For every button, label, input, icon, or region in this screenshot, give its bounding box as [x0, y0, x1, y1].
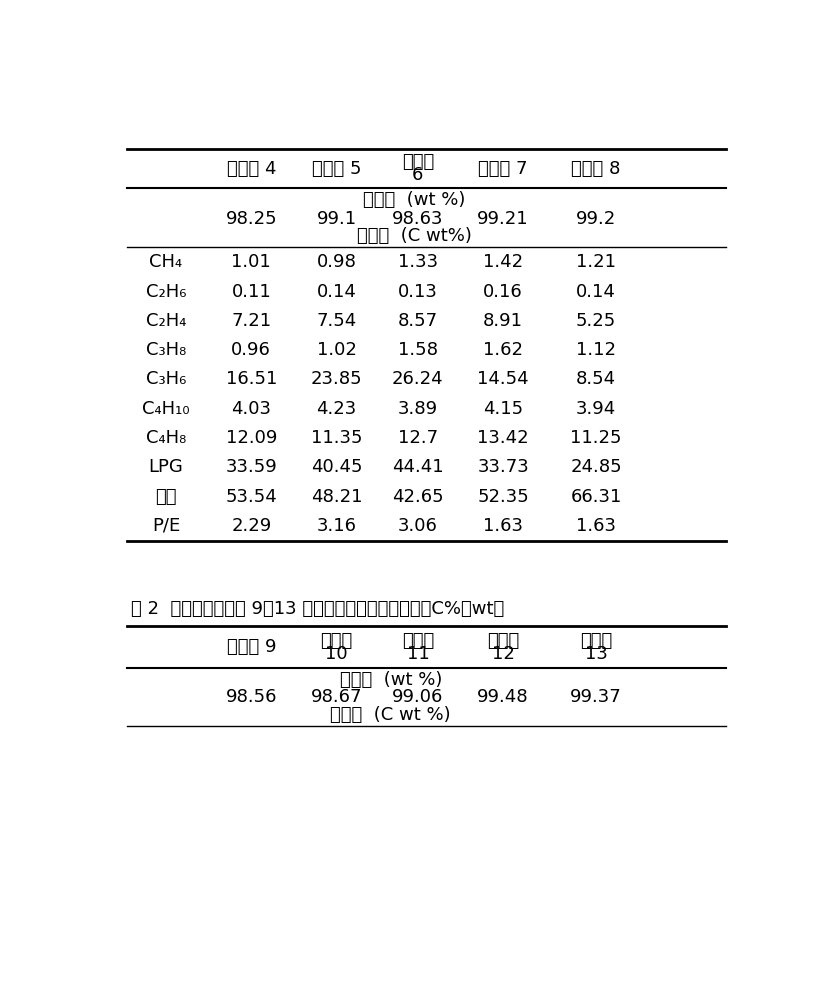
Text: 44.41: 44.41: [392, 458, 443, 476]
Text: C₄H₁₀: C₄H₁₀: [142, 400, 190, 418]
Text: 99.48: 99.48: [478, 688, 529, 706]
Text: C₂H₄: C₂H₄: [146, 312, 186, 330]
Text: 99.21: 99.21: [478, 210, 529, 228]
Text: 99.37: 99.37: [570, 688, 622, 706]
Text: 1.42: 1.42: [483, 253, 523, 271]
Text: 33.73: 33.73: [478, 458, 529, 476]
Text: 48.21: 48.21: [310, 488, 362, 506]
Text: 1.02: 1.02: [316, 341, 356, 359]
Text: 12: 12: [492, 645, 514, 663]
Text: 24.85: 24.85: [570, 458, 622, 476]
Text: 实施例 4: 实施例 4: [226, 160, 276, 178]
Text: 12.09: 12.09: [225, 429, 277, 447]
Text: 7.21: 7.21: [231, 312, 271, 330]
Text: 汽油: 汽油: [156, 488, 176, 506]
Text: 4.15: 4.15: [483, 400, 523, 418]
Text: 5.25: 5.25: [576, 312, 617, 330]
Text: 实施例 7: 实施例 7: [478, 160, 527, 178]
Text: 10: 10: [325, 645, 348, 663]
Text: 0.13: 0.13: [398, 283, 438, 301]
Text: 98.25: 98.25: [225, 210, 277, 228]
Text: 99.1: 99.1: [316, 210, 357, 228]
Text: 13.42: 13.42: [478, 429, 529, 447]
Text: 40.45: 40.45: [310, 458, 362, 476]
Text: 66.31: 66.31: [571, 488, 622, 506]
Text: 1.62: 1.62: [483, 341, 523, 359]
Text: 8.57: 8.57: [398, 312, 438, 330]
Text: C₃H₆: C₃H₆: [146, 370, 186, 388]
Text: C₂H₆: C₂H₆: [146, 283, 186, 301]
Text: 实施例: 实施例: [402, 632, 434, 650]
Text: 16.51: 16.51: [225, 370, 277, 388]
Text: 1.12: 1.12: [576, 341, 617, 359]
Text: C₃H₈: C₃H₈: [146, 341, 186, 359]
Text: 1.58: 1.58: [398, 341, 438, 359]
Text: 选择性  (C wt %): 选择性 (C wt %): [330, 706, 451, 724]
Text: 实施例: 实施例: [580, 632, 612, 650]
Text: 1.33: 1.33: [398, 253, 438, 271]
Text: 1.63: 1.63: [483, 517, 523, 535]
Text: 3.06: 3.06: [398, 517, 438, 535]
Text: 53.54: 53.54: [225, 488, 277, 506]
Text: 实施例: 实施例: [320, 632, 353, 650]
Text: 0.14: 0.14: [577, 283, 616, 301]
Text: 33.59: 33.59: [225, 458, 277, 476]
Text: 6: 6: [412, 166, 423, 184]
Text: 12.7: 12.7: [398, 429, 438, 447]
Text: 11.35: 11.35: [310, 429, 362, 447]
Text: 26.24: 26.24: [392, 370, 443, 388]
Text: P/E: P/E: [152, 517, 180, 535]
Text: C₄H₈: C₄H₈: [146, 429, 186, 447]
Text: 1.21: 1.21: [576, 253, 617, 271]
Text: 1.63: 1.63: [576, 517, 617, 535]
Text: 0.16: 0.16: [483, 283, 523, 301]
Text: 98.67: 98.67: [310, 688, 362, 706]
Text: 3.94: 3.94: [576, 400, 617, 418]
Text: 实施例 5: 实施例 5: [312, 160, 361, 178]
Text: 11.25: 11.25: [571, 429, 622, 447]
Text: LPG: LPG: [149, 458, 183, 476]
Text: 99.06: 99.06: [392, 688, 443, 706]
Text: 13: 13: [585, 645, 607, 663]
Text: 52.35: 52.35: [478, 488, 529, 506]
Text: 转化率  (wt %): 转化率 (wt %): [363, 191, 465, 209]
Text: 0.14: 0.14: [316, 283, 356, 301]
Text: 3.89: 3.89: [398, 400, 438, 418]
Text: 23.85: 23.85: [310, 370, 362, 388]
Text: 4.23: 4.23: [316, 400, 357, 418]
Text: 98.63: 98.63: [392, 210, 443, 228]
Text: 0.11: 0.11: [231, 283, 271, 301]
Text: 98.56: 98.56: [225, 688, 277, 706]
Text: 2.29: 2.29: [231, 517, 271, 535]
Text: 实施例: 实施例: [487, 632, 519, 650]
Text: 表 2  纯甲醇在实施例 9～13 催化剂上反应产物选择性，C%（wt）: 表 2 纯甲醇在实施例 9～13 催化剂上反应产物选择性，C%（wt）: [131, 600, 504, 618]
Text: 1.01: 1.01: [231, 253, 271, 271]
Text: 选择性  (C wt%): 选择性 (C wt%): [357, 227, 472, 244]
Text: 0.96: 0.96: [231, 341, 271, 359]
Text: CH₄: CH₄: [150, 253, 182, 271]
Text: 11: 11: [407, 645, 429, 663]
Text: 8.91: 8.91: [483, 312, 523, 330]
Text: 8.54: 8.54: [576, 370, 617, 388]
Text: 转化率  (wt %): 转化率 (wt %): [339, 671, 442, 689]
Text: 实施例 9: 实施例 9: [226, 638, 276, 656]
Text: 4.03: 4.03: [231, 400, 271, 418]
Text: 7.54: 7.54: [316, 312, 357, 330]
Text: 99.2: 99.2: [576, 210, 617, 228]
Text: 实施例: 实施例: [402, 153, 434, 171]
Text: 实施例 8: 实施例 8: [572, 160, 621, 178]
Text: 14.54: 14.54: [478, 370, 529, 388]
Text: 42.65: 42.65: [392, 488, 443, 506]
Text: 3.16: 3.16: [316, 517, 356, 535]
Text: 0.98: 0.98: [316, 253, 356, 271]
